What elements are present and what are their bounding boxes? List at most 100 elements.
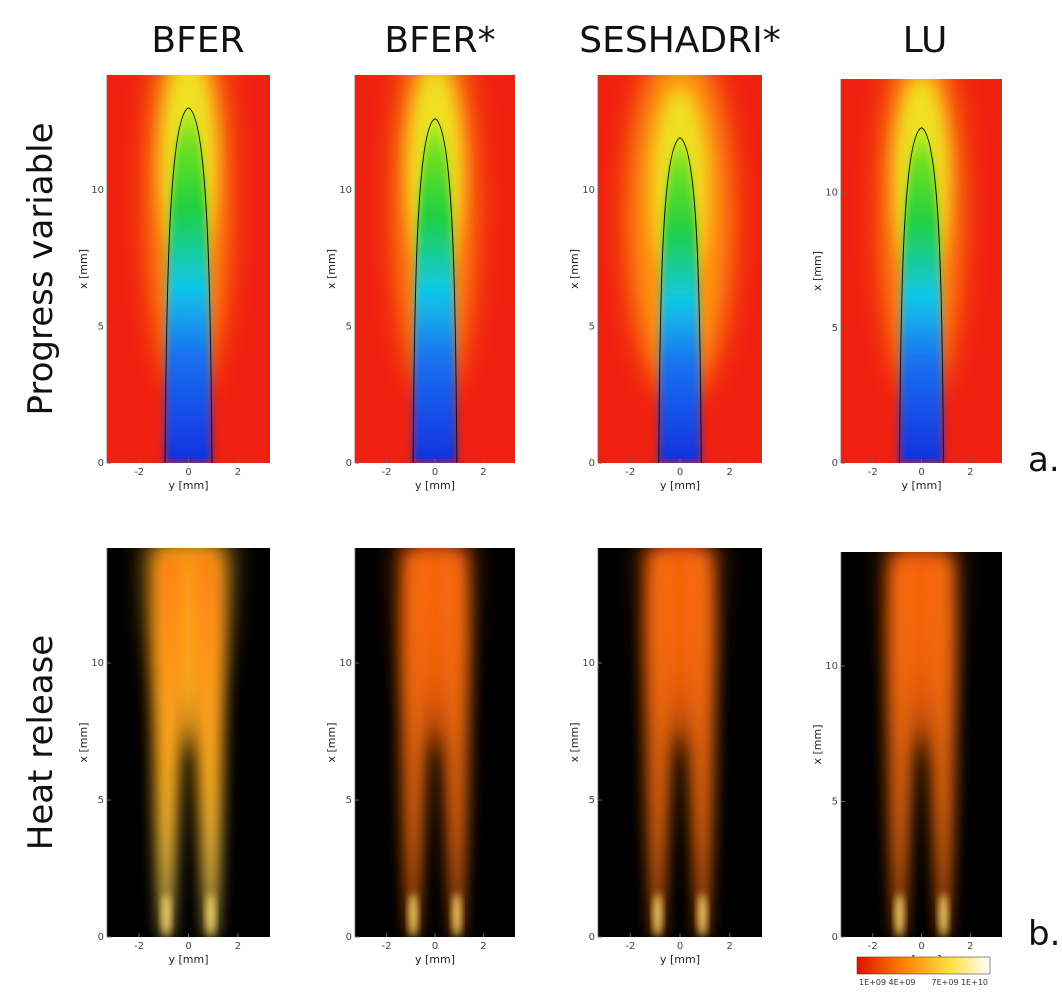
x-tick-label: -2 — [382, 941, 392, 952]
panel: 0 5 10 -2 0 2 y [mm] x [mm] — [77, 75, 270, 492]
row-label: Heat release — [21, 635, 61, 850]
y-tick-label: 5 — [832, 796, 838, 807]
y-tick-label: 10 — [339, 185, 352, 196]
flame-branch — [190, 553, 224, 937]
contour — [412, 118, 458, 463]
flame-root — [206, 893, 215, 937]
x-tick-label: -2 — [625, 941, 635, 952]
x-tick-label: 2 — [235, 941, 241, 952]
x-tick-label: 0 — [918, 467, 924, 478]
flame-root — [409, 893, 418, 937]
plume — [165, 107, 212, 463]
field — [355, 75, 515, 463]
y-axis-label: x [mm] — [811, 724, 824, 764]
y-axis-label: x [mm] — [77, 249, 90, 289]
x-axis-label: y [mm] — [660, 953, 700, 966]
column-title: SESHADRI* — [579, 20, 781, 61]
y-axis-label: x [mm] — [325, 249, 338, 289]
x-tick-label: 0 — [918, 941, 924, 952]
flame-branch — [887, 557, 920, 937]
flame-root — [653, 893, 662, 937]
y-tick-label: 10 — [91, 185, 104, 196]
y-tick-label: 0 — [832, 458, 838, 469]
panel: 0 5 10 -2 0 2 y [mm] x [mm] — [77, 548, 270, 966]
y-tick-label: 0 — [98, 932, 104, 943]
y-tick-label: 0 — [589, 932, 595, 943]
flame-root — [452, 893, 461, 937]
y-axis-label: x [mm] — [77, 722, 90, 762]
y-tick-label: 10 — [825, 661, 838, 672]
colorbar-label: 1E+10 — [961, 978, 988, 987]
colorbar-label: 7E+09 — [931, 978, 958, 987]
column-title: BFER — [151, 20, 244, 61]
contour — [898, 127, 945, 463]
x-axis-label: y [mm] — [415, 479, 455, 492]
y-axis-label: x [mm] — [568, 249, 581, 289]
x-tick-label: 0 — [185, 467, 191, 478]
field — [107, 75, 270, 463]
flame-root — [939, 893, 948, 937]
x-tick-label: 2 — [967, 941, 973, 952]
y-tick-label: 5 — [98, 321, 104, 332]
y-tick-label: 10 — [91, 658, 104, 669]
field — [598, 548, 762, 937]
x-tick-label: -2 — [134, 467, 144, 478]
x-axis-label: y [mm] — [168, 953, 208, 966]
plume — [899, 127, 944, 463]
x-tick-label: 0 — [432, 467, 438, 478]
x-tick-label: 2 — [480, 467, 486, 478]
plume — [658, 137, 702, 463]
colorbar-label: 4E+09 — [888, 978, 915, 987]
field — [107, 548, 270, 937]
field — [841, 79, 1002, 463]
colorbar — [856, 956, 991, 975]
contour — [658, 137, 702, 463]
field — [355, 548, 515, 937]
y-tick-label: 0 — [589, 458, 595, 469]
x-tick-label: -2 — [868, 941, 878, 952]
y-tick-label: 10 — [825, 188, 838, 199]
column-title: LU — [903, 20, 948, 61]
y-tick-label: 5 — [98, 795, 104, 806]
x-tick-label: 0 — [185, 941, 191, 952]
x-tick-label: -2 — [134, 941, 144, 952]
x-tick-label: 2 — [727, 941, 733, 952]
x-axis-label: y [mm] — [660, 479, 700, 492]
y-tick-label: 0 — [346, 932, 352, 943]
flame-root — [895, 893, 904, 937]
colorbar-label: 1E+09 — [859, 978, 886, 987]
x-tick-label: 2 — [235, 467, 241, 478]
flame-branch — [437, 553, 470, 937]
x-axis-label: y [mm] — [901, 479, 941, 492]
x-tick-label: 0 — [677, 467, 683, 478]
y-tick-label: 0 — [832, 932, 838, 943]
x-tick-label: 2 — [727, 467, 733, 478]
y-tick-label: 5 — [589, 795, 595, 806]
y-tick-label: 0 — [98, 458, 104, 469]
x-axis-label: y [mm] — [168, 479, 208, 492]
x-tick-label: -2 — [868, 467, 878, 478]
flame-branch — [400, 553, 433, 937]
field — [841, 552, 1002, 937]
flame-root — [698, 893, 707, 937]
x-tick-label: 0 — [432, 941, 438, 952]
x-axis-label: y [mm] — [415, 953, 455, 966]
flame-branch — [153, 553, 187, 937]
x-tick-label: -2 — [625, 467, 635, 478]
x-tick-label: 0 — [677, 941, 683, 952]
y-axis-label: x [mm] — [325, 722, 338, 762]
y-tick-label: 5 — [346, 795, 352, 806]
y-tick-label: 10 — [339, 658, 352, 669]
flame-branch — [923, 557, 956, 937]
contour — [164, 107, 213, 463]
x-tick-label: 2 — [967, 467, 973, 478]
y-tick-label: 10 — [582, 185, 595, 196]
row-label: Progress variable — [21, 122, 61, 415]
